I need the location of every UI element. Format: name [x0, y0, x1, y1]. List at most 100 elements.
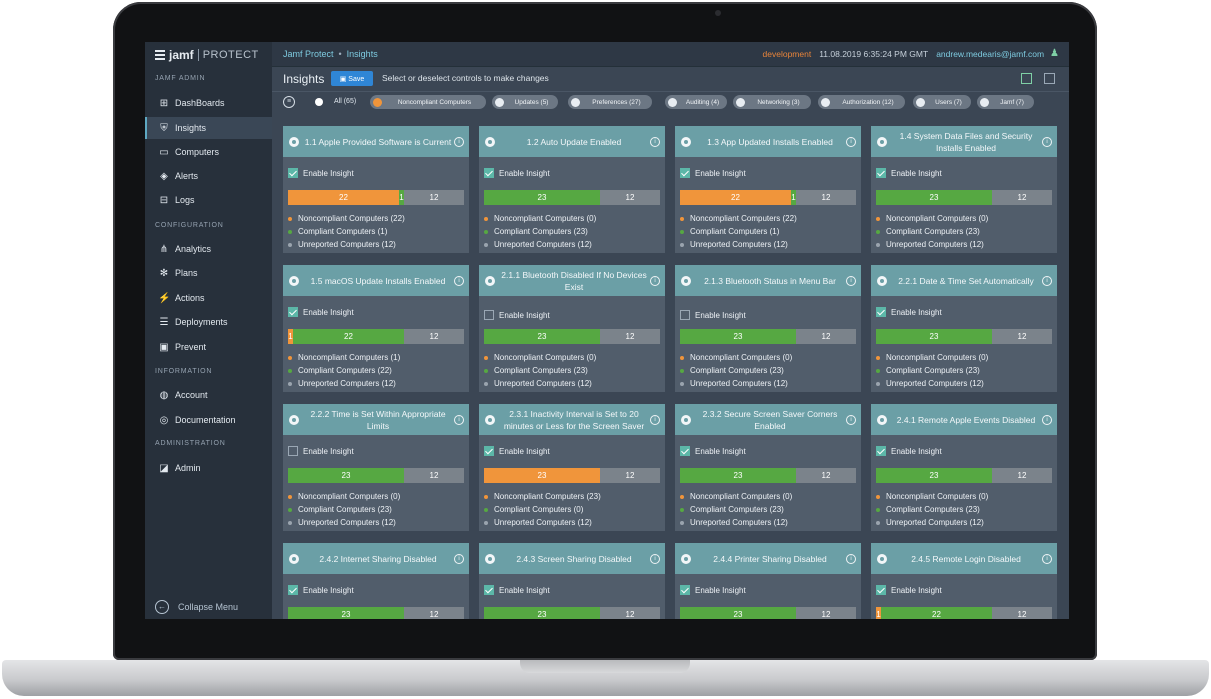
- filter-chip-users[interactable]: Users (7): [913, 95, 971, 109]
- enable-insight-toggle[interactable]: Enable Insight: [876, 168, 942, 178]
- enable-insight-checkbox[interactable]: [876, 585, 886, 595]
- info-icon[interactable]: i: [1042, 554, 1052, 564]
- user-icon[interactable]: ♟: [1050, 48, 1059, 59]
- sidebar-item-logs[interactable]: ⊟ Logs: [145, 189, 272, 211]
- sidebar-item-insights[interactable]: ⛨ Insights: [145, 117, 272, 139]
- legend-label: Unreported Computers: [298, 379, 380, 388]
- compliant-dot-icon: [288, 229, 292, 234]
- enable-insight-toggle[interactable]: Enable Insight: [484, 310, 550, 320]
- all-filter-label[interactable]: All (65): [334, 98, 357, 105]
- filter-chip-auditing[interactable]: Auditing (4): [665, 95, 727, 109]
- preferences-icon: [571, 97, 580, 107]
- compliance-bar: 23 12: [876, 468, 1052, 483]
- legend-count: 0: [981, 492, 986, 501]
- filter-chip-updates[interactable]: Updates (5): [492, 95, 558, 109]
- enable-insight-checkbox[interactable]: [680, 585, 690, 595]
- filter-chip-networking[interactable]: Networking (3): [733, 95, 811, 109]
- user-email-link[interactable]: andrew.medearis@jamf.com: [936, 48, 1045, 59]
- info-icon[interactable]: i: [650, 415, 660, 425]
- sidebar-item-actions[interactable]: ⚡ Actions: [145, 287, 272, 309]
- info-icon[interactable]: i: [1042, 276, 1052, 286]
- sidebar-item-plans[interactable]: ✻ Plans: [145, 262, 272, 284]
- breadcrumb-item-insights[interactable]: Insights: [346, 49, 378, 59]
- insight-card-header: 1.4 System Data Files and Security Insta…: [871, 126, 1057, 157]
- breadcrumb-item-jamf-protect[interactable]: Jamf Protect: [283, 49, 334, 59]
- enable-insight-checkbox[interactable]: [680, 446, 690, 456]
- enable-insight-toggle[interactable]: Enable Insight: [876, 446, 942, 456]
- legend-count: 12: [384, 240, 394, 249]
- sidebar-item-alerts[interactable]: ◈ Alerts: [145, 165, 272, 187]
- enable-insight-toggle[interactable]: Enable Insight: [876, 585, 942, 595]
- enable-insight-toggle[interactable]: Enable Insight: [680, 168, 746, 178]
- info-icon[interactable]: i: [650, 276, 660, 286]
- sidebar-item-documentation[interactable]: ◎ Documentation: [145, 409, 272, 431]
- enable-insight-checkbox[interactable]: [680, 168, 690, 178]
- enable-insight-checkbox[interactable]: [876, 446, 886, 456]
- enable-insight-checkbox[interactable]: [876, 168, 886, 178]
- collapse-menu-button[interactable]: ← Collapse Menu: [155, 600, 238, 614]
- info-icon[interactable]: i: [454, 415, 464, 425]
- sidebar-item-analytics[interactable]: ⋔ Analytics: [145, 238, 272, 260]
- filter-chip-preferences[interactable]: Preferences (27): [568, 95, 652, 109]
- enable-insight-toggle[interactable]: Enable Insight: [288, 168, 354, 178]
- enable-insight-toggle[interactable]: Enable Insight: [680, 585, 746, 595]
- bar-segment-noncompliant: 1: [288, 329, 293, 344]
- legend-count: 1: [393, 353, 398, 362]
- enable-insight-checkbox[interactable]: [288, 446, 298, 456]
- legend-compliant: Compliant Computers (23): [876, 503, 988, 516]
- enable-insight-checkbox[interactable]: [484, 168, 494, 178]
- save-button[interactable]: ▣ Save: [331, 71, 373, 86]
- enable-insight-toggle[interactable]: Enable Insight: [484, 446, 550, 456]
- enable-insight-checkbox[interactable]: [680, 310, 690, 320]
- info-icon[interactable]: i: [846, 276, 856, 286]
- enable-insight-toggle[interactable]: Enable Insight: [876, 307, 942, 317]
- info-icon[interactable]: i: [1042, 415, 1052, 425]
- dashboard-icon: ⊞: [159, 97, 169, 109]
- info-icon[interactable]: i: [454, 554, 464, 564]
- legend-label: Compliant Computers: [494, 366, 572, 375]
- info-icon[interactable]: i: [650, 137, 660, 147]
- info-icon[interactable]: i: [846, 137, 856, 147]
- info-icon[interactable]: i: [650, 554, 660, 564]
- enable-insight-checkbox[interactable]: [876, 307, 886, 317]
- enable-insight-toggle[interactable]: Enable Insight: [680, 310, 746, 320]
- enable-insight-toggle[interactable]: Enable Insight: [288, 446, 354, 456]
- grid-view-icon[interactable]: [1021, 73, 1032, 84]
- info-icon[interactable]: i: [454, 137, 464, 147]
- compliance-bar: 23 12: [484, 190, 660, 205]
- info-icon[interactable]: i: [846, 415, 856, 425]
- enable-insight-checkbox[interactable]: [288, 168, 298, 178]
- enable-insight-toggle[interactable]: Enable Insight: [484, 168, 550, 178]
- filter-chip-authorization[interactable]: Authorization (12): [818, 95, 905, 109]
- enable-insight-checkbox[interactable]: [484, 446, 494, 456]
- sidebar-heading-administration: ADMINISTRATION: [155, 440, 226, 447]
- info-icon[interactable]: i: [1042, 137, 1052, 147]
- enable-insight-checkbox[interactable]: [288, 307, 298, 317]
- sidebar-item-deployments[interactable]: ☰ Deployments: [145, 311, 272, 333]
- info-icon[interactable]: i: [846, 554, 856, 564]
- sidebar-item-computers[interactable]: ▭ Computers: [145, 141, 272, 163]
- enable-insight-checkbox[interactable]: [484, 310, 494, 320]
- enable-insight-toggle[interactable]: Enable Insight: [288, 585, 354, 595]
- info-icon[interactable]: i: [454, 276, 464, 286]
- filter-chip-jamf[interactable]: Jamf (7): [977, 95, 1034, 109]
- list-view-icon[interactable]: [1044, 73, 1055, 84]
- sidebar-item-account[interactable]: ◍ Account: [145, 384, 272, 406]
- legend-count: 22: [393, 214, 403, 223]
- enable-insight-checkbox[interactable]: [288, 585, 298, 595]
- enable-insight-toggle[interactable]: Enable Insight: [288, 307, 354, 317]
- enable-insight-checkbox[interactable]: [484, 585, 494, 595]
- globe-icon: ◍: [159, 389, 169, 401]
- enable-insight-toggle[interactable]: Enable Insight: [680, 446, 746, 456]
- all-radio[interactable]: [315, 98, 323, 106]
- insight-card-title: 2.3.2 Secure Screen Saver Corners Enable…: [702, 408, 838, 431]
- enable-insight-toggle[interactable]: Enable Insight: [484, 585, 550, 595]
- filter-icon[interactable]: ≡: [283, 96, 295, 108]
- bar-segment-compliant: 1: [791, 190, 796, 205]
- filter-chip-noncompliant[interactable]: Noncompliant Computers: [370, 95, 486, 109]
- sidebar-item-dashboards[interactable]: ⊞ DashBoards: [145, 92, 272, 114]
- legend-compliant: Compliant Computers (23): [288, 503, 400, 516]
- sidebar-item-admin[interactable]: ◪ Admin: [145, 457, 272, 479]
- bar-segment-compliant: 23: [288, 607, 404, 619]
- sidebar-item-prevent[interactable]: ▣ Prevent: [145, 336, 272, 358]
